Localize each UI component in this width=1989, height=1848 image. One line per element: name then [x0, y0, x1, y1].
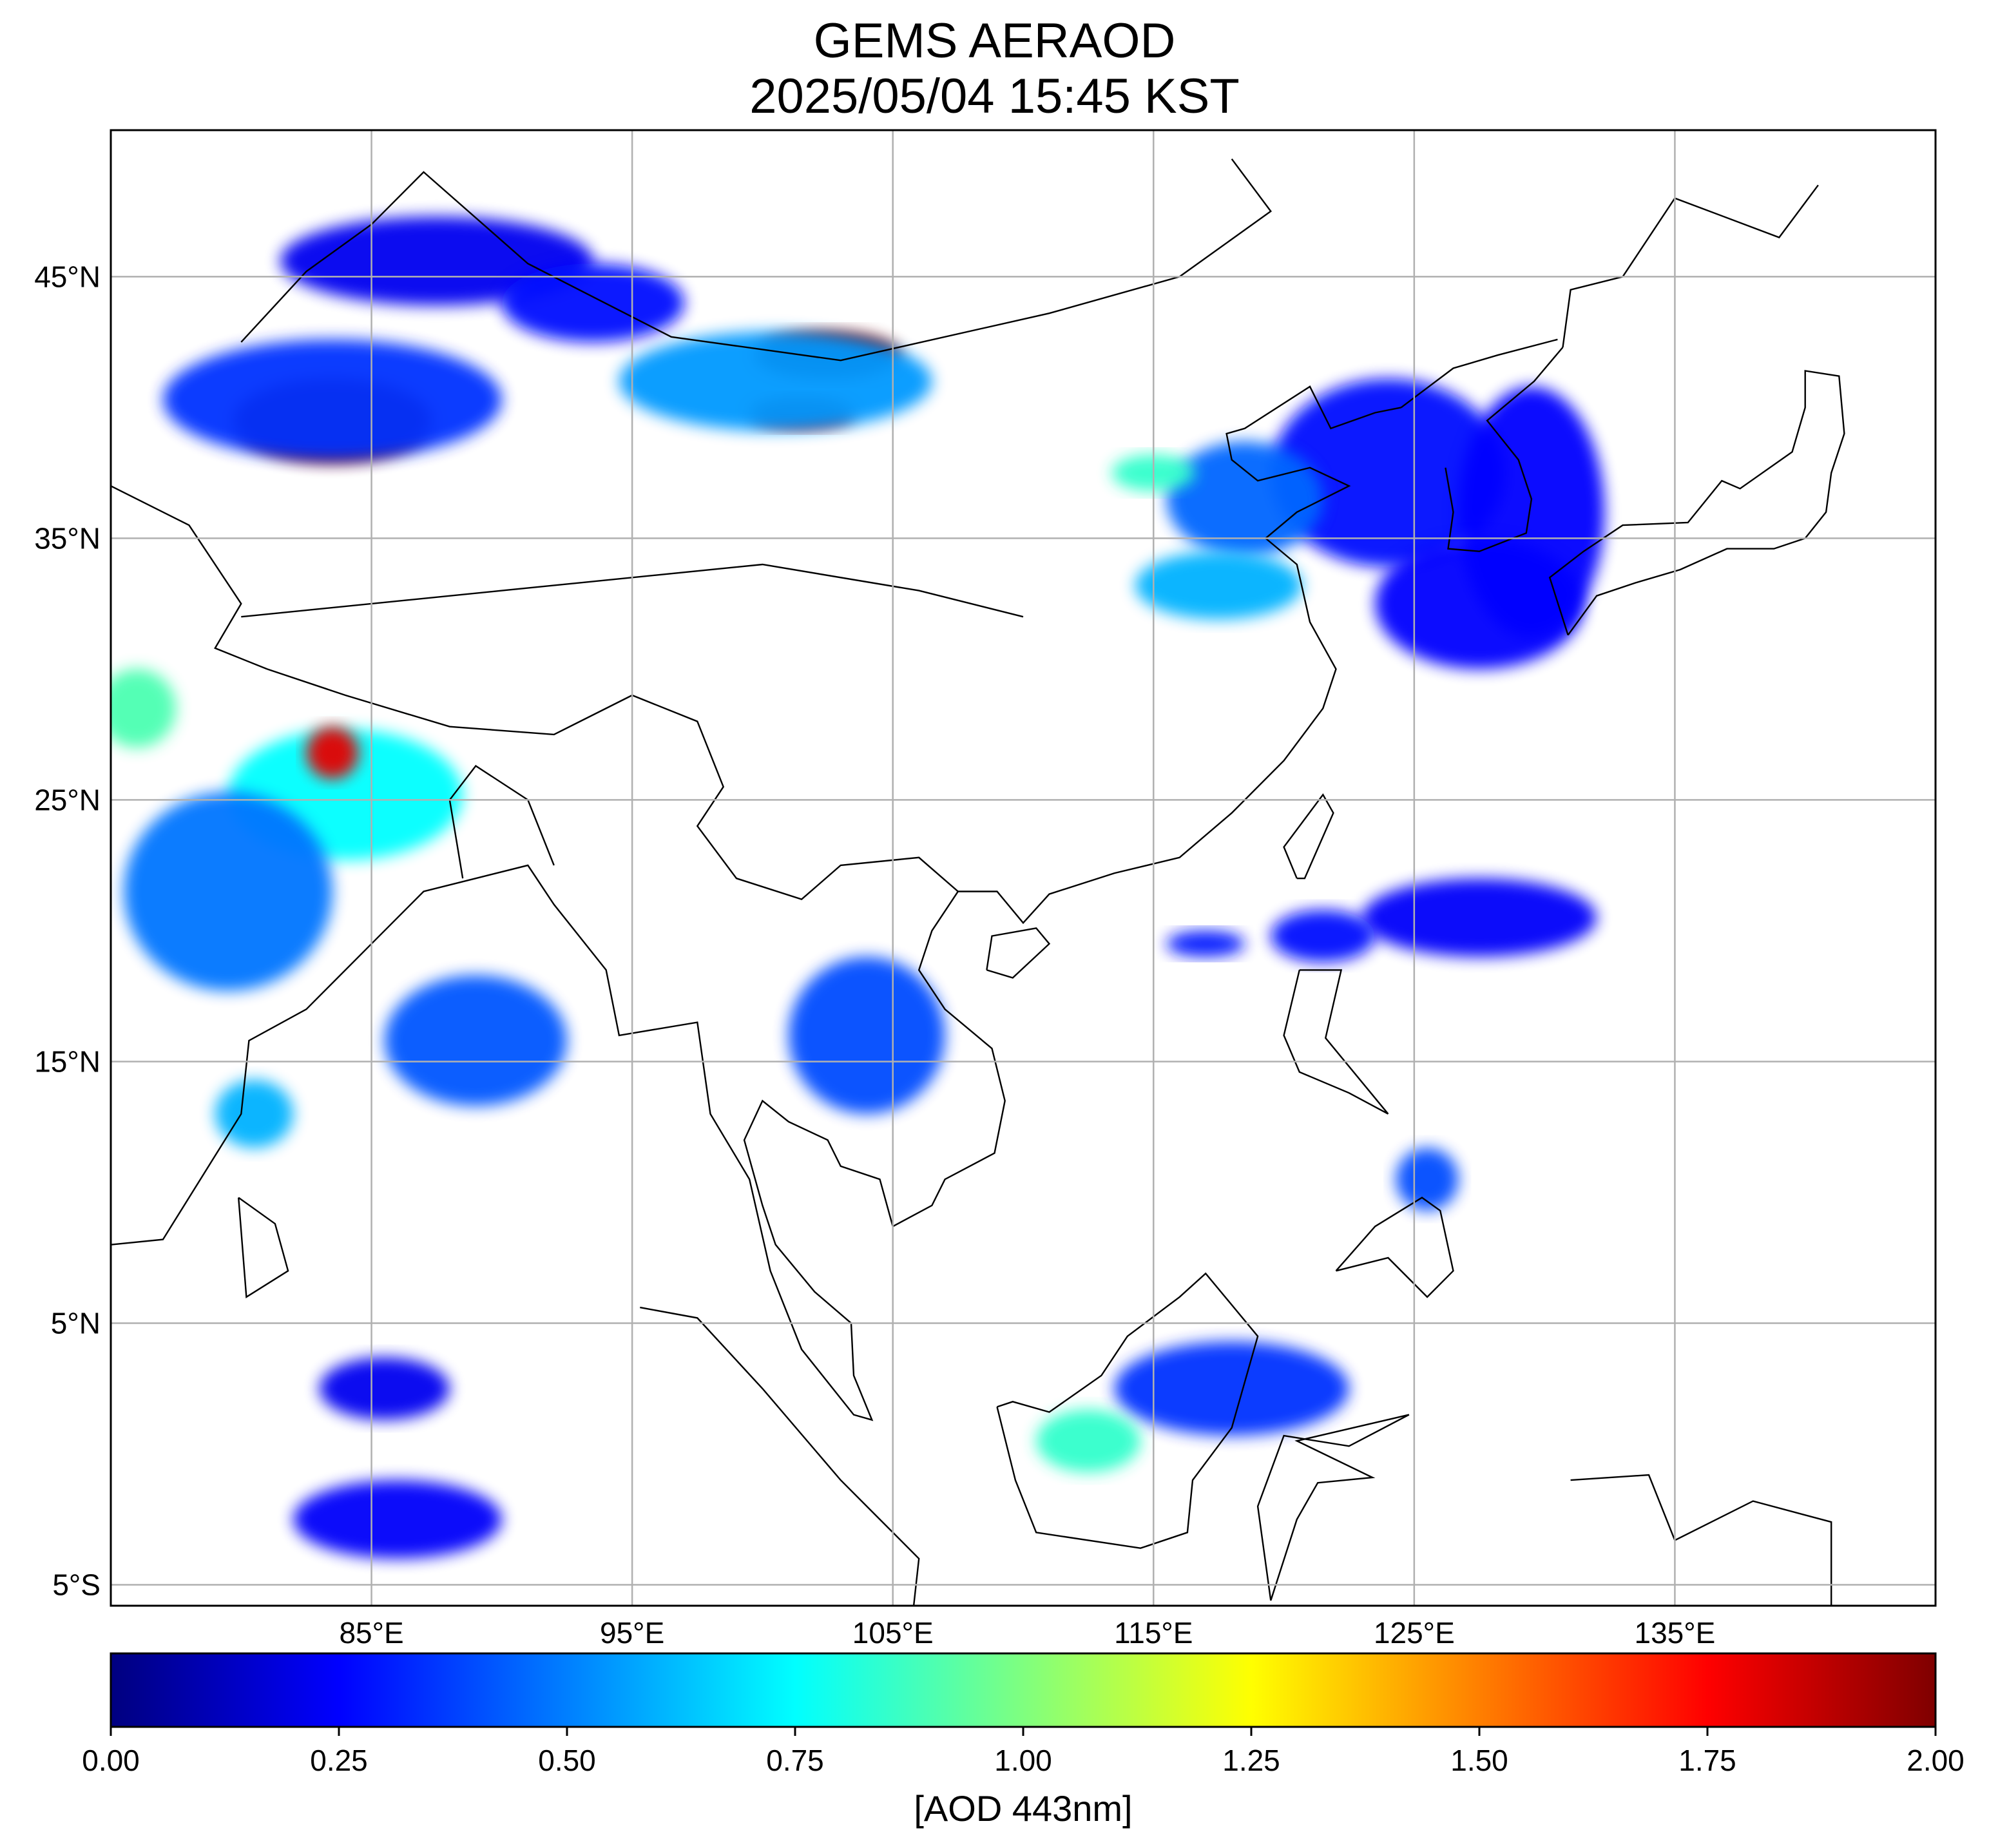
boundary-line [238, 1197, 289, 1298]
boundary-line [1256, 1414, 1410, 1601]
latitude-labels: 45°N 35°N 25°N 15°N 5°N 5°S [34, 260, 101, 1601]
lon-tick-label: 135°E [1635, 1616, 1716, 1650]
lat-tick-label: 5°S [52, 1568, 101, 1602]
aod-region-bay-of-bengal [384, 975, 568, 1106]
map-subtitle: 2025/05/04 15:45 KST [749, 69, 1240, 124]
colorbar-tick-label: 1.75 [1678, 1744, 1736, 1777]
lat-tick-label: 45°N [34, 260, 101, 293]
aod-region-mindanao [1396, 1148, 1459, 1211]
colorbar-tick-label: 1.25 [1222, 1744, 1280, 1777]
lon-tick-label: 115°E [1114, 1616, 1193, 1650]
aod-region-taklimakan-dust-edge [162, 339, 502, 460]
aod-field [111, 216, 1605, 1559]
colorbar-bar [110, 1652, 1937, 1728]
aod-region-dzungaria-east [501, 264, 685, 342]
aod-region-indochina [788, 957, 945, 1114]
lat-tick-label: 25°N [34, 783, 101, 816]
aod-region-east-china-sea [1375, 538, 1584, 669]
boundary-line [1548, 370, 1845, 636]
aod-region-nepal-dust [306, 726, 359, 779]
boundary-line [1335, 1197, 1454, 1298]
boundary-line [986, 927, 1051, 979]
boundary-line [640, 1306, 920, 1606]
colorbar: 0.00 0.25 0.50 0.75 1.00 1.25 1.50 1.75 2.00 [AO… [82, 1652, 1965, 1829]
aod-region-gobi-dust-edge [619, 331, 932, 431]
coastlines-and-borders [111, 158, 1845, 1606]
aod-region-indian-ocean-s [293, 1480, 502, 1559]
lat-tick-label: 35°N [34, 521, 101, 555]
lon-tick-label: 125°E [1374, 1616, 1455, 1650]
longitude-labels: 85°E 95°E 105°E 115°E 125°E 135°E [339, 1616, 1715, 1650]
plot-frame [110, 129, 1937, 1607]
boundary-line [1283, 793, 1334, 880]
map-title: GEMS AERAOD [813, 14, 1176, 68]
boundary-line [448, 764, 555, 879]
boundary-line [240, 158, 1272, 361]
boundary-line [241, 563, 1024, 618]
colorbar-tick-label: 0.50 [538, 1744, 596, 1777]
colorbar-label: [AOD 443nm] [914, 1788, 1132, 1829]
aod-region-north-china-plain [1166, 441, 1323, 557]
colorbar-tick-label: 2.00 [1907, 1744, 1965, 1777]
aod-region-borneo-green [1036, 1409, 1141, 1472]
aod-region-yangtze-delta [1135, 551, 1302, 620]
aod-region-borneo-sulawesi [1114, 1341, 1349, 1436]
boundary-line [111, 385, 1401, 1421]
boundary-line [1562, 184, 1819, 348]
colorbar-tick-label: 0.00 [82, 1744, 140, 1777]
boundary-line [267, 668, 959, 901]
aod-region-south-india [215, 1079, 294, 1148]
aod-region-south-china-sea-w [1166, 930, 1245, 958]
aod-region-north-india-west [111, 669, 177, 748]
aod-region-indian-ocean-n [319, 1357, 450, 1420]
lon-tick-label: 105°E [852, 1616, 934, 1650]
graticule [111, 130, 1936, 1606]
boundary-line [1570, 1474, 1832, 1606]
colorbar-tick-label: 0.25 [310, 1744, 368, 1777]
aod-region-central-india [124, 792, 332, 991]
lon-tick-label: 95°E [600, 1616, 664, 1650]
colorbar-tick-label: 1.00 [994, 1744, 1052, 1777]
boundary-line [111, 485, 268, 670]
lat-tick-label: 15°N [34, 1044, 101, 1078]
aod-region-luzon-strait [1271, 909, 1376, 963]
boundary-line [1283, 969, 1389, 1115]
boundary-line [1400, 338, 1558, 409]
boundary-line [996, 1272, 1259, 1549]
lat-tick-label: 5°N [51, 1306, 101, 1340]
aod-region-philippine-sea [1361, 878, 1597, 958]
lon-tick-label: 85°E [339, 1616, 403, 1650]
boundary-line [1445, 347, 1564, 552]
colorbar-tick-label: 0.75 [766, 1744, 824, 1777]
colorbar-tick-label: 1.50 [1450, 1744, 1508, 1777]
colorbar-ticks: 0.00 0.25 0.50 0.75 1.00 1.25 1.50 1.75 2.00 [82, 1727, 1965, 1777]
